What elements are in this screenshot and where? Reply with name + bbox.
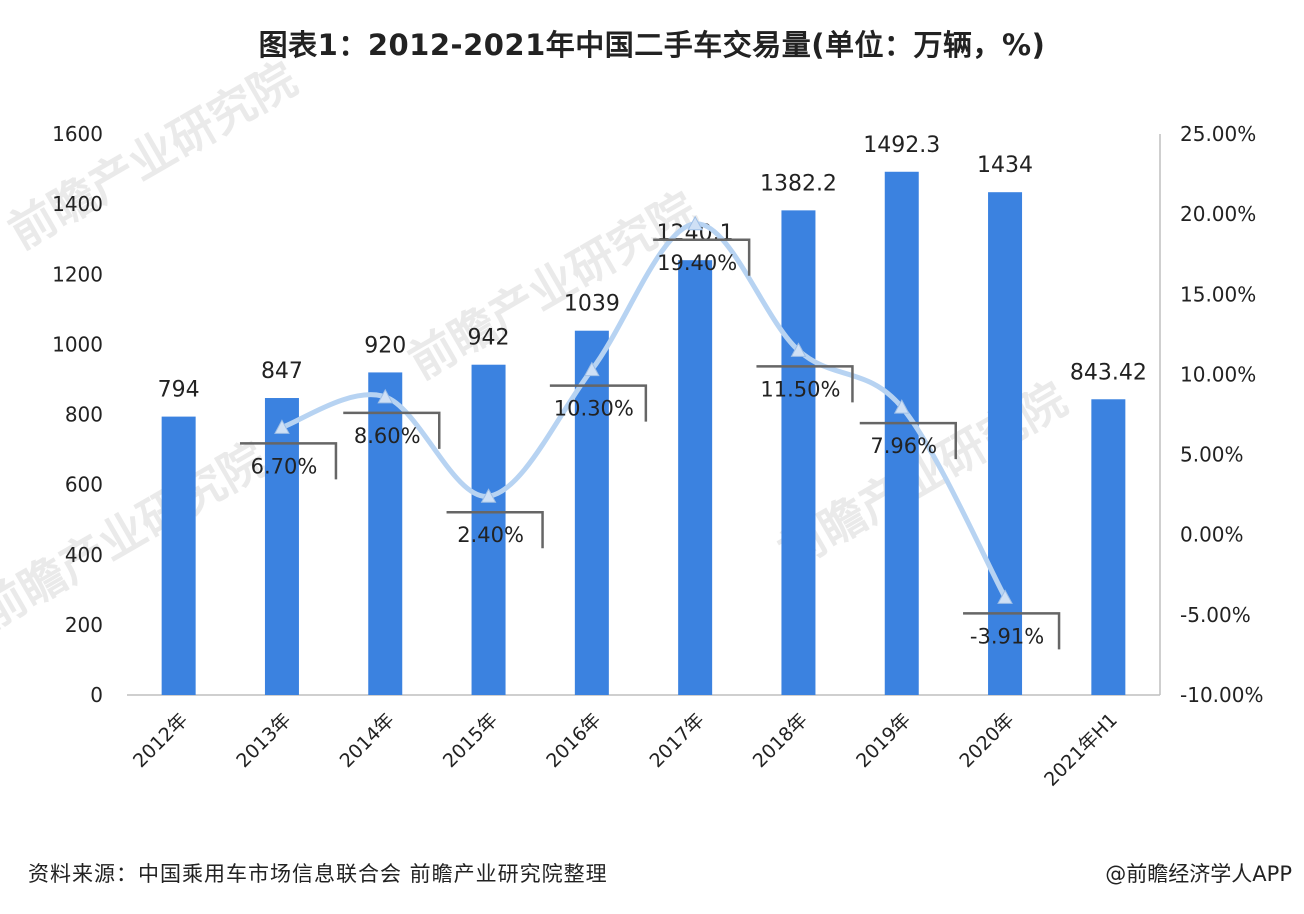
bar-value-label: 1434 xyxy=(977,153,1033,178)
growth-value-label: 6.70% xyxy=(251,454,318,478)
y-left-tick-label: 200 xyxy=(65,613,103,637)
growth-marker xyxy=(997,589,1013,604)
growth-value-label: 10.30% xyxy=(554,397,634,421)
bar-value-label: 1492.3 xyxy=(863,133,940,158)
growth-marker xyxy=(274,419,290,434)
brand-note: @前瞻经济学人APP xyxy=(1105,862,1292,886)
growth-value-label: 2.40% xyxy=(457,523,524,547)
bar xyxy=(471,364,506,695)
growth-label-frame xyxy=(549,384,648,422)
y-left-tick-label: 1400 xyxy=(52,192,103,216)
y-right-tick-label: -5.00% xyxy=(1180,603,1251,627)
y-right-tick-label: 5.00% xyxy=(1180,443,1244,467)
growth-label-frame xyxy=(756,365,854,403)
x-tick-label: 2017年 xyxy=(645,709,708,772)
y-right-tick-label: 25.00% xyxy=(1180,122,1256,146)
y-left-tick-label: 600 xyxy=(65,473,103,497)
x-tick-label: 2019年 xyxy=(852,709,915,772)
growth-value-label: 19.40% xyxy=(657,251,737,275)
bar-value-label: 843.42 xyxy=(1070,360,1147,385)
growth-marker xyxy=(377,388,394,404)
y-right-tick-label: 10.00% xyxy=(1180,362,1256,386)
y-left-tick-label: 0 xyxy=(90,683,103,707)
y-left-tick-label: 400 xyxy=(65,543,103,567)
bar xyxy=(1091,399,1126,695)
growth-label-frame xyxy=(859,421,957,460)
growth-value-label: -3.91% xyxy=(970,624,1044,648)
bar xyxy=(884,171,919,695)
bar xyxy=(574,330,609,695)
y-right-tick-label: 20.00% xyxy=(1180,202,1256,226)
growth-marker xyxy=(480,488,497,503)
x-tick-label: 2012年 xyxy=(129,709,192,772)
growth-label-frame xyxy=(343,411,441,449)
growth-value-label: 8.60% xyxy=(354,424,421,448)
y-left-tick-label: 1200 xyxy=(52,262,103,286)
growth-value-label: 7.96% xyxy=(870,434,937,458)
growth-label-frame xyxy=(963,612,1061,650)
y-right-tick-label: 0.00% xyxy=(1180,523,1244,547)
bar xyxy=(161,416,196,695)
bar-value-label: 1039 xyxy=(564,292,620,317)
bar-value-label: 794 xyxy=(158,378,200,403)
chart-title: 图表1：2012-2021年中国二手车交易量(单位：万辆，%) xyxy=(258,28,1046,62)
growth-label-frame xyxy=(446,510,544,549)
bar xyxy=(988,192,1023,696)
bar xyxy=(678,260,713,695)
bar xyxy=(264,398,299,695)
growth-label-frame xyxy=(239,442,338,480)
x-tick-label: 2015年 xyxy=(439,709,502,772)
growth-value-label: 11.50% xyxy=(760,377,840,401)
y-left-tick-label: 1000 xyxy=(52,332,103,356)
x-tick-label: 2018年 xyxy=(749,709,812,772)
y-left-tick-label: 1600 xyxy=(52,122,103,146)
x-tick-label: 2021年H1 xyxy=(1040,709,1122,791)
bar xyxy=(368,372,403,695)
bar-value-label: 1382.2 xyxy=(760,171,837,196)
y-right-tick-label: 15.00% xyxy=(1180,282,1256,306)
bar-value-label: 920 xyxy=(364,333,406,358)
growth-marker xyxy=(584,361,600,377)
x-tick-label: 2014年 xyxy=(336,709,399,772)
growth-marker xyxy=(893,399,910,414)
growth-label-frame xyxy=(653,238,751,276)
y-right-tick-label: -10.00% xyxy=(1180,683,1263,707)
y-left-tick-label: 800 xyxy=(65,403,103,427)
growth-marker xyxy=(790,342,807,357)
x-tick-label: 2020年 xyxy=(955,709,1018,772)
bar-value-label: 847 xyxy=(261,359,303,384)
x-tick-label: 2013年 xyxy=(232,709,295,772)
source-note: 资料来源：中国乘用车市场信息联合会 前瞻产业研究院整理 xyxy=(28,862,608,886)
bar xyxy=(781,210,816,695)
x-tick-label: 2016年 xyxy=(542,709,605,772)
growth-marker xyxy=(687,215,703,231)
bar-value-label: 942 xyxy=(468,326,510,351)
